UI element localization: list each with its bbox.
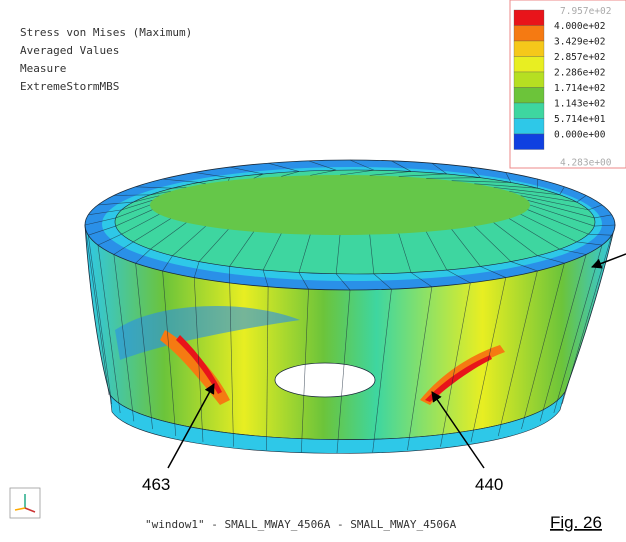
legend-swatch <box>514 134 544 150</box>
legend-label: 5.714e+01 <box>554 114 606 125</box>
legend-label: 4.000e+02 <box>554 21 605 32</box>
hole <box>275 363 375 397</box>
legend-label: 2.286e+02 <box>554 68 605 79</box>
legend-label: 2.857e+02 <box>554 52 605 63</box>
legend-swatch <box>514 103 544 119</box>
legend-swatch <box>514 119 544 135</box>
inner-wall <box>150 175 530 235</box>
header-line: Averaged Values <box>20 44 119 57</box>
legend-max: 7.957e+02 <box>560 6 611 17</box>
legend-swatch <box>514 72 544 88</box>
annotation: 463 <box>142 475 170 494</box>
legend-swatch <box>514 26 544 42</box>
legend: 7.957e+02 4.000e+02 3.429e+02 2.857e+02 2.28… <box>510 0 626 169</box>
legend-label: 3.429e+02 <box>554 37 605 48</box>
figure-label: Fig. 26 <box>550 513 602 532</box>
legend-label: 1.714e+02 <box>554 83 605 94</box>
legend-label: 0.000e+00 <box>554 130 606 141</box>
annotation: 440 <box>475 475 503 494</box>
footer: "window1" - SMALL_MWAY_4506A - SMALL_MWA… <box>145 518 457 531</box>
legend-label: 1.143e+02 <box>554 99 605 110</box>
model <box>85 160 615 453</box>
legend-swatch <box>514 41 544 57</box>
page: {"header": {"lines": ["Stress von Mises … <box>0 0 626 542</box>
header-line: Measure <box>20 62 66 75</box>
legend-swatch <box>514 88 544 104</box>
legend-swatch <box>514 10 544 26</box>
legend-min: 4.283e+00 <box>560 158 612 169</box>
header-line: ExtremeStormMBS <box>20 80 119 93</box>
legend-swatch <box>514 57 544 73</box>
screenshot: Stress von Mises (Maximum) Averaged Value… <box>0 0 626 542</box>
header-line: Stress von Mises (Maximum) <box>20 26 192 39</box>
